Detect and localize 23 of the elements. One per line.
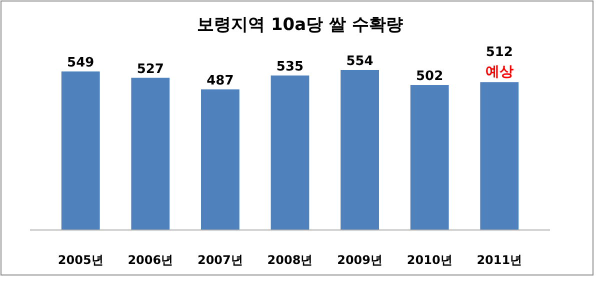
bar [131,78,170,230]
x-tick-label: 2005년 [58,253,104,267]
data-label: 527 [136,62,164,77]
bar [201,89,240,230]
x-tick-label: 2010년 [406,253,452,267]
bar [480,82,519,230]
bar [410,85,449,230]
x-tick-label: 2011년 [476,253,522,267]
data-label: 535 [276,59,304,74]
bar [340,70,379,230]
data-label: 512 [486,45,513,60]
data-label: 554 [346,54,374,69]
data-label: 487 [206,73,234,88]
data-label: 502 [416,69,444,84]
bar [270,75,310,230]
chart-title: 보령지역 10a당 쌀 수확량 [197,15,403,35]
annotation: 예상 [485,64,514,80]
x-tick-label: 2006년 [128,253,174,267]
x-tick-label: 2007년 [198,253,243,267]
bar [61,71,100,230]
x-tick-label: 2009년 [337,253,382,267]
x-tick-label: 2008년 [267,253,313,267]
data-label: 549 [67,55,94,70]
